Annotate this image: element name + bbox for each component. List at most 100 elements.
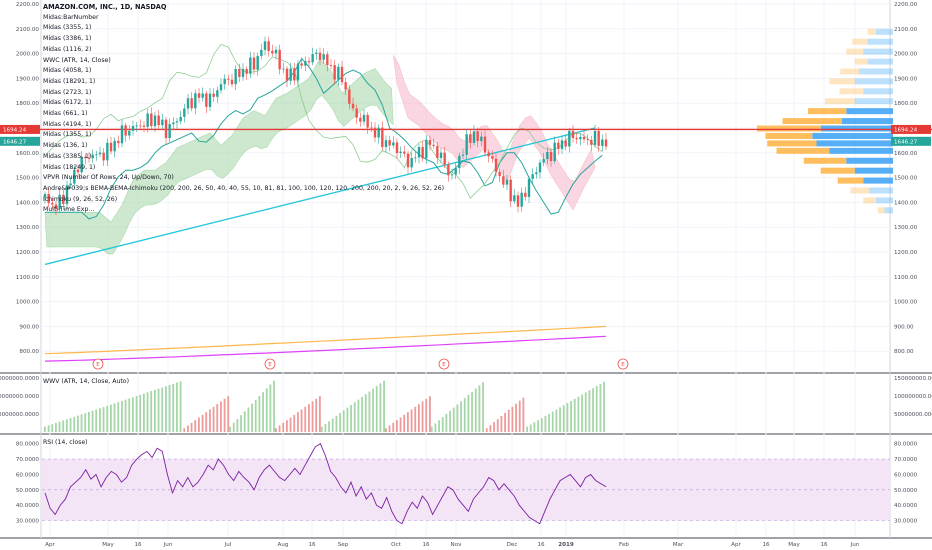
wwv-bar-down (183, 428, 186, 432)
candle-body (194, 93, 197, 109)
wwv-bar-down (392, 422, 395, 432)
wwv-bar-up (69, 418, 72, 432)
candle-body (421, 147, 424, 159)
wwv-bar-down (286, 420, 288, 432)
wwv-bar-up (375, 386, 378, 432)
wwv-bar-up (58, 421, 61, 432)
candle-body (417, 147, 421, 158)
y-tick-label-right: 900.00 (894, 324, 914, 330)
vp-up-bar (877, 207, 885, 214)
wwv-bar-down (278, 425, 281, 432)
x-tick-label: May (788, 542, 800, 548)
x-tick-label: Apr (45, 542, 55, 548)
wwv-bar-up (117, 402, 120, 432)
candle-body (359, 117, 362, 122)
vp-down-bar (876, 28, 893, 35)
y-tick-label-left: 1400.00 (16, 200, 40, 206)
earnings-marker-label: E (96, 362, 100, 368)
wwv-bar-up (273, 380, 275, 432)
wwv-bar-up (599, 383, 602, 432)
candle-body (432, 144, 435, 146)
candle-body (102, 152, 105, 161)
candle-body (73, 169, 76, 184)
vp-down-bar (846, 108, 893, 115)
candle-body (604, 139, 608, 147)
vp-down-bar (820, 125, 893, 132)
candle-body (304, 61, 307, 66)
y-tick-label-left: 2100.00 (16, 27, 40, 33)
candle-body (216, 90, 219, 97)
wwv-bar-up (132, 397, 134, 432)
vp-down-bar (884, 207, 893, 214)
wwv-bar-up (143, 393, 145, 432)
rsi-y-tick-label-left: 50.0000 (16, 488, 40, 494)
candle-body (43, 193, 47, 198)
wwv-bar-up (154, 389, 156, 432)
candle-body (95, 154, 98, 156)
candle-body (348, 89, 351, 104)
candle-body (355, 108, 358, 118)
candle-body (326, 54, 329, 66)
y-tick-label-right: 1400.00 (894, 200, 918, 206)
vp-up-bar (782, 118, 842, 125)
wwv-bar-up (161, 387, 164, 432)
candle-body (223, 78, 226, 85)
candle-body (51, 202, 54, 205)
earnings-marker[interactable]: E (264, 358, 276, 370)
x-tick-label: 16 (422, 542, 430, 548)
wwv-bar-down (518, 400, 521, 432)
wwv-bar-up (80, 414, 83, 432)
candle-body (491, 156, 494, 159)
candle-body (469, 134, 472, 143)
earnings-marker[interactable]: E (92, 358, 104, 370)
candle-body (47, 193, 50, 203)
candle-body (487, 152, 490, 157)
wwv-bar-up (269, 384, 272, 432)
wwv-bar-up (456, 404, 459, 432)
wwv-bar-up (438, 420, 440, 432)
wwv-bar-up (62, 420, 65, 432)
wwv-bar-up (592, 388, 594, 432)
candle-body (571, 130, 575, 139)
rsi-line (44, 443, 607, 525)
wwv-bar-up (88, 411, 90, 432)
candle-body (150, 113, 153, 127)
vp-down-bar (869, 187, 893, 194)
wwv-bar-down (198, 417, 200, 432)
candle-body (197, 93, 201, 98)
wwv-bar-up (474, 388, 477, 432)
wwv-bar-down (220, 401, 222, 432)
candle-body (406, 153, 410, 168)
candle-body (212, 93, 215, 97)
wwv-bar-up (243, 411, 246, 432)
earnings-marker[interactable]: E (438, 358, 450, 370)
wwv-bar-up (430, 426, 433, 432)
candle-body (307, 61, 311, 63)
wwv-bar-up (324, 423, 327, 432)
wwv-bar-up (342, 410, 345, 432)
vp-down-bar (854, 167, 893, 174)
candle-body (502, 176, 505, 185)
candle-body (366, 114, 369, 128)
wwv-bar-up (135, 396, 138, 432)
candle-body (377, 127, 380, 138)
earnings-marker-label: E (268, 362, 272, 368)
candle-body (179, 116, 182, 122)
wwv-bar-down (190, 422, 193, 432)
wwv-bar-down (414, 406, 417, 432)
y-tick-label-right: 2000.00 (894, 52, 918, 58)
earnings-marker[interactable]: E (617, 358, 629, 370)
vp-up-bar (850, 187, 870, 194)
wwv-bar-up (577, 396, 580, 432)
candle-body (106, 142, 109, 161)
candle-body (516, 195, 520, 207)
wwv-bar-down (293, 414, 296, 432)
vp-up-bar (808, 108, 847, 115)
vp-down-bar (863, 177, 893, 184)
wwv-bar-down (429, 396, 431, 432)
candle-body (131, 125, 135, 131)
candle-body (329, 65, 333, 66)
wwv-bar-down (216, 404, 219, 432)
